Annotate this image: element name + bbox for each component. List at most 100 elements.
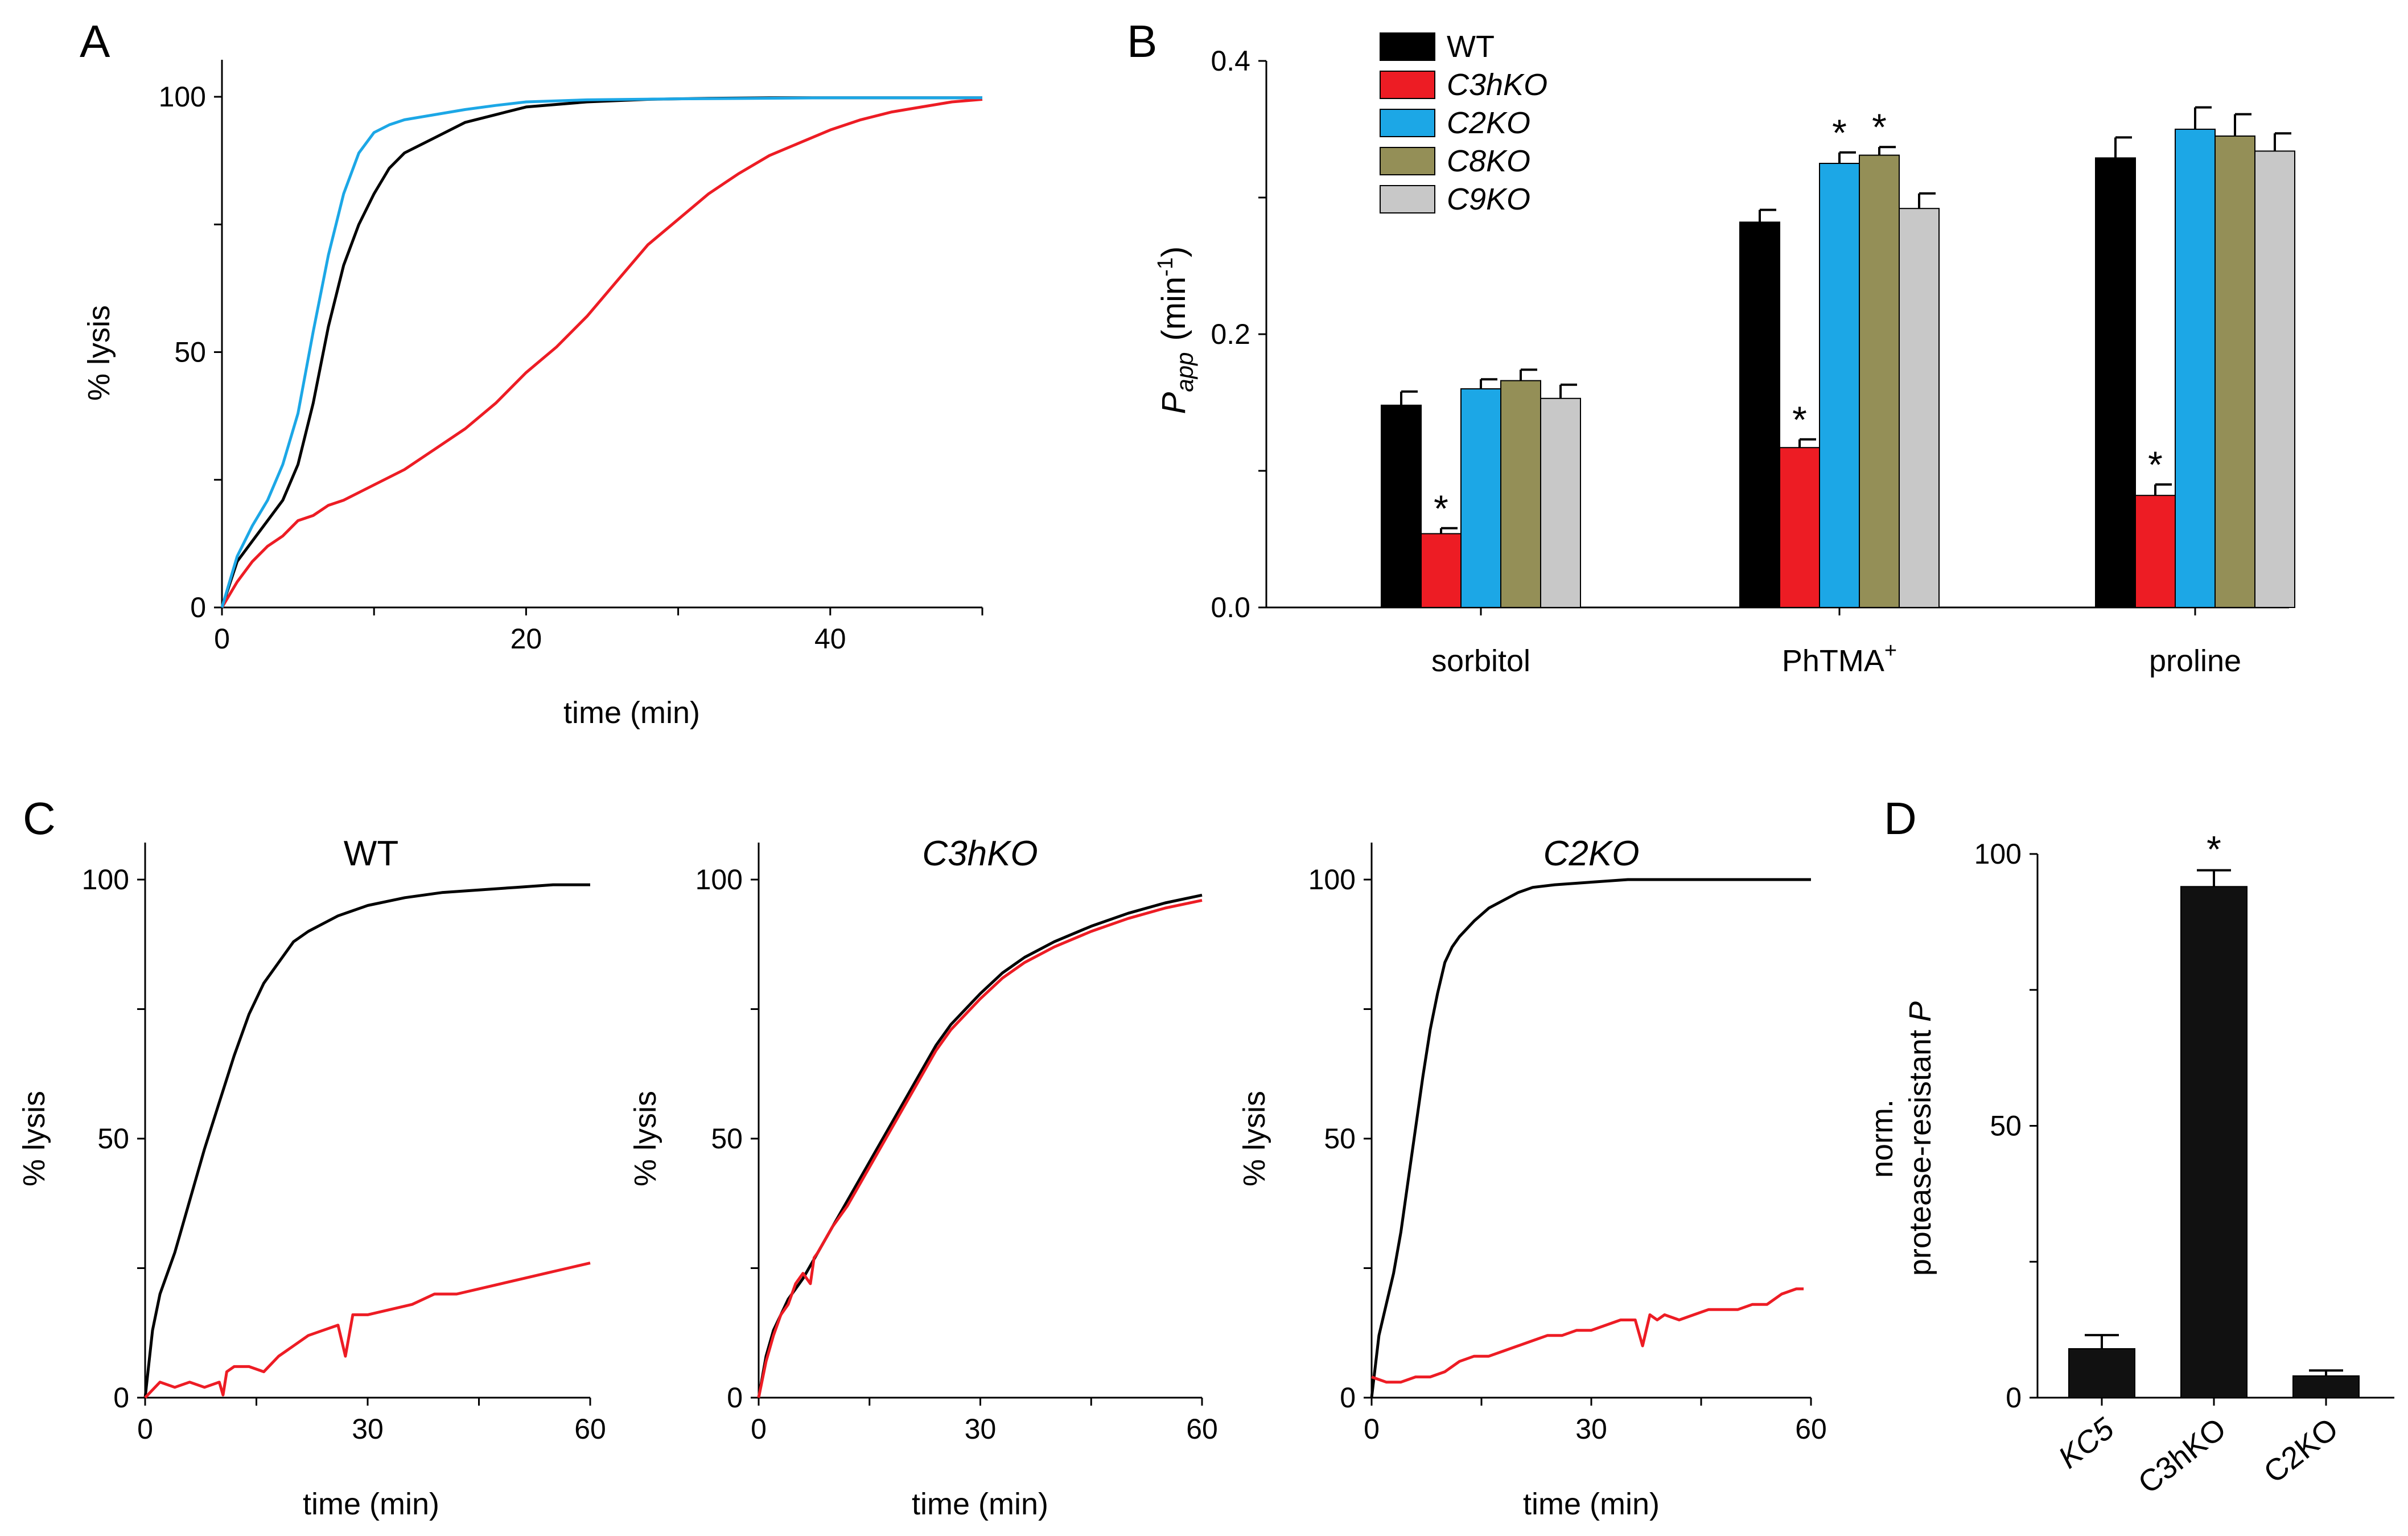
legend-swatch-c8ko [1380,147,1435,175]
panel-letter-c: C [23,793,56,844]
panel-d-y-tick-label: 100 [1974,838,2022,870]
panel-c-wt-y-axis-title: % lysis [17,1091,51,1186]
panel-c-c2ko-y-axis-title: % lysis [1237,1091,1271,1186]
panel-a-y-tick-label: 0 [190,592,206,623]
panel-b-chart: 0.0 0.2 0.4 sorbitol * PhTMA+ * * * proline * WT C3… [1154,30,2295,678]
panel-b-bar-c2ko [1819,163,1860,608]
panel-b-y-tick-label: 0.0 [1211,592,1250,623]
panel-b-bar-wt [1739,221,1780,608]
panel-b-legend: WT C3hKO C2KO C8KO C9KO [1380,30,1547,216]
legend-label-c9ko: C9KO [1447,182,1530,216]
panel-c-wt-y-tick-label: 50 [97,1123,129,1155]
panel-letter-a: A [80,16,110,67]
panel-c-wt-x-axis-title: time (min) [303,1487,439,1521]
panel-c-c2ko-x-axis-title: time (min) [1523,1487,1660,1521]
panel-d-category-label: C3hKO [2132,1411,2232,1500]
panel-a-x-axis-title: time (min) [563,696,700,730]
panel-d-category-label: KC5 [2052,1411,2121,1476]
panel-c-wt-y-tick-label: 100 [82,864,129,896]
panel-letter-d: D [1884,793,1917,844]
panel-c-wt-chart: 0 50 100 0 30 60 WT time (min) % lysis [17,834,606,1521]
legend-swatch-wt [1380,32,1435,61]
panel-d-category-label: C2KO [2258,1411,2345,1490]
panel-a-y-tick-label: 100 [159,81,206,113]
panel-d-ylabel-text: protease-resistant [1903,1030,1937,1276]
panel-b-significance-star: * [1872,106,1887,148]
panel-b-bar-c2ko [2175,129,2216,608]
panel-c-c3hko-y-axis-title: % lysis [628,1091,662,1186]
panel-b-ylabel-close: ) [1155,247,1192,257]
panel-a-series-c2ko-line [220,96,982,608]
panel-b-ylabel-sub: app [1171,352,1198,392]
panel-b-bar-c8ko [1859,154,1900,609]
panel-c-c3hko-x-tick-label: 30 [965,1413,997,1445]
panel-c-c3hko-y-tick-label: 50 [711,1123,743,1155]
panel-b-ylabel-main: P [1155,392,1192,414]
panel-c-c2ko-series-red-line [1371,1287,1804,1384]
panel-c-wt-x-tick-label: 0 [137,1413,153,1445]
panel-a-x-tick-label: 40 [814,623,846,655]
panel-c-c2ko-title: C2KO [1543,834,1640,873]
panel-b-bar-c2ko [1460,388,1501,608]
panel-d-y-tick-label: 0 [2006,1382,2022,1414]
panel-b-bar-wt [2095,157,2136,608]
panel-b-bar-c9ko [1899,208,1940,608]
panel-c-c3hko-title: C3hKO [922,834,1038,873]
panel-b-bar-c3hko [1779,447,1820,608]
panel-b-significance-star: * [1832,112,1847,154]
panel-c-c3hko-chart: 0 50 100 0 30 60 C3hKO time (min) % lysis [628,834,1218,1521]
panel-c-c2ko-y-tick-label: 100 [1308,864,1356,896]
legend-label-c2ko: C2KO [1447,106,1530,140]
panel-b-y-tick-label: 0.2 [1211,318,1250,350]
panel-b-plot-area: 0.0 0.2 0.4 sorbitol * PhTMA+ * * * proline * [1211,45,2295,678]
panel-d-y-tick-label: 50 [1990,1110,2022,1142]
panel-b-significance-star: * [1792,399,1807,441]
panel-a-x-tick-label: 20 [511,623,542,655]
panel-letter-b: B [1127,16,1157,67]
legend-swatch-c2ko [1380,109,1435,137]
panel-d-significance-star: * [2207,828,2221,870]
panel-c-wt-plot-area: 0 50 100 0 30 60 [82,843,606,1445]
panel-b-bar-c3hko [1421,533,1462,609]
panel-c-c2ko-chart: 0 50 100 0 30 60 C2KO time (min) % lysis [1237,834,1827,1521]
panel-c-wt-series-black-line [143,883,590,1398]
panel-c-wt-title: WT [344,834,398,873]
legend-label-c8ko: C8KO [1447,144,1530,178]
panel-b-bar-c3hko [2135,495,2176,609]
panel-b-y-tick-label: 0.4 [1211,45,1250,77]
legend-label-c3hko: C3hKO [1447,68,1547,102]
panel-c-c3hko-y-tick-label: 0 [727,1382,743,1414]
panel-b-y-axis-title: Papp (min-1) [1154,247,1198,414]
panel-a-series-wt-line [220,96,982,608]
panel-b-category-superscript: + [1884,639,1897,663]
panel-c-c3hko-x-tick-label: 60 [1186,1413,1218,1445]
legend-swatch-c3hko [1380,71,1435,99]
panel-c-wt-y-tick-label: 0 [113,1382,129,1414]
panel-c-wt-series-red-line [144,1261,591,1399]
panel-c-c2ko-series-black-line [1370,878,1811,1398]
panel-b-bar-c8ko [2214,135,2255,608]
panel-d-y-axis-title-line1: norm. [1865,1099,1899,1178]
panel-a-y-tick-label: 50 [174,336,206,368]
panel-c-c2ko-x-tick-label: 60 [1795,1413,1827,1445]
panel-d-plot-area: 0 50 100 KC5 * C3hKO C2KO [1974,828,2394,1500]
panel-b-category-label: sorbitol [1431,644,1530,678]
panel-d-ylabel-var: P [1903,1001,1937,1022]
panel-a-y-axis-title: % lysis [82,305,116,401]
panel-c-c2ko-y-tick-label: 0 [1340,1382,1356,1414]
legend-label-wt: WT [1447,30,1495,64]
panel-b-bar-c9ko [2254,150,2295,608]
panel-a-plot-area: 0 50 100 0 20 40 [159,60,983,655]
panel-b-bar-wt [1381,404,1422,608]
panel-c-c2ko-x-tick-label: 30 [1575,1413,1607,1445]
panel-b-ylabel-exp: -1 [1154,257,1178,277]
panel-d-chart: 0 50 100 KC5 * C3hKO C2KO norm. protease-resis… [1865,828,2394,1500]
panel-d-bar [2180,886,2248,1399]
panel-b-significance-star: * [1434,487,1448,529]
legend-swatch-c9ko [1380,185,1435,213]
panel-c-c2ko-x-tick-label: 0 [1364,1413,1380,1445]
panel-b-bar-c8ko [1500,380,1541,608]
panel-a-x-tick-label: 0 [214,623,230,655]
panel-c-c3hko-series-black-line [757,893,1203,1398]
